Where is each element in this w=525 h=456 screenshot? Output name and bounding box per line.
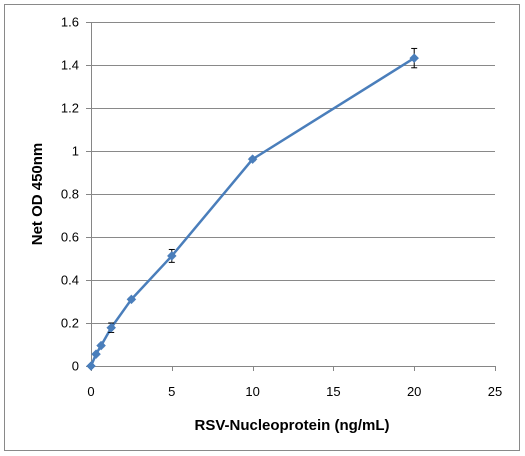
chart-frame — [4, 4, 520, 451]
y-tick-label: 0 — [72, 359, 79, 374]
data-point — [96, 340, 106, 351]
x-tick-label: 20 — [407, 384, 421, 399]
x-tick-label: 25 — [488, 384, 502, 399]
y-tick-label: 0.8 — [61, 187, 79, 202]
data-point — [247, 154, 258, 165]
y-tick-label: 1 — [72, 144, 79, 159]
y-axis-title: Net OD 450nm — [29, 143, 46, 246]
y-tick-label: 0.2 — [61, 316, 79, 331]
data-series — [86, 47, 420, 371]
x-tick-label: 10 — [245, 384, 259, 399]
gridlines — [91, 22, 495, 324]
x-tick-label: 5 — [168, 384, 175, 399]
y-tick-label: 0.4 — [61, 273, 79, 288]
data-point — [86, 361, 96, 371]
axes — [86, 22, 496, 371]
data-point — [106, 322, 117, 333]
data-point — [126, 294, 137, 305]
data-point — [91, 349, 101, 360]
x-tick-label: 0 — [87, 384, 94, 399]
y-tick-label: 1.2 — [61, 101, 79, 116]
x-tick-labels: 0 5 10 15 20 25 — [87, 384, 502, 399]
y-tick-label: 1.4 — [61, 58, 79, 73]
y-tick-labels: 0 0.2 0.4 0.6 0.8 1 1.2 1.4 1.6 — [61, 15, 79, 374]
data-point — [166, 251, 177, 261]
y-tick-label: 0.6 — [61, 230, 79, 245]
x-tick-label: 15 — [326, 384, 340, 399]
y-tick-label: 1.6 — [61, 15, 79, 30]
x-axis-title: RSV-Nucleoprotein (ng/mL) — [195, 417, 390, 434]
data-point — [409, 53, 420, 63]
